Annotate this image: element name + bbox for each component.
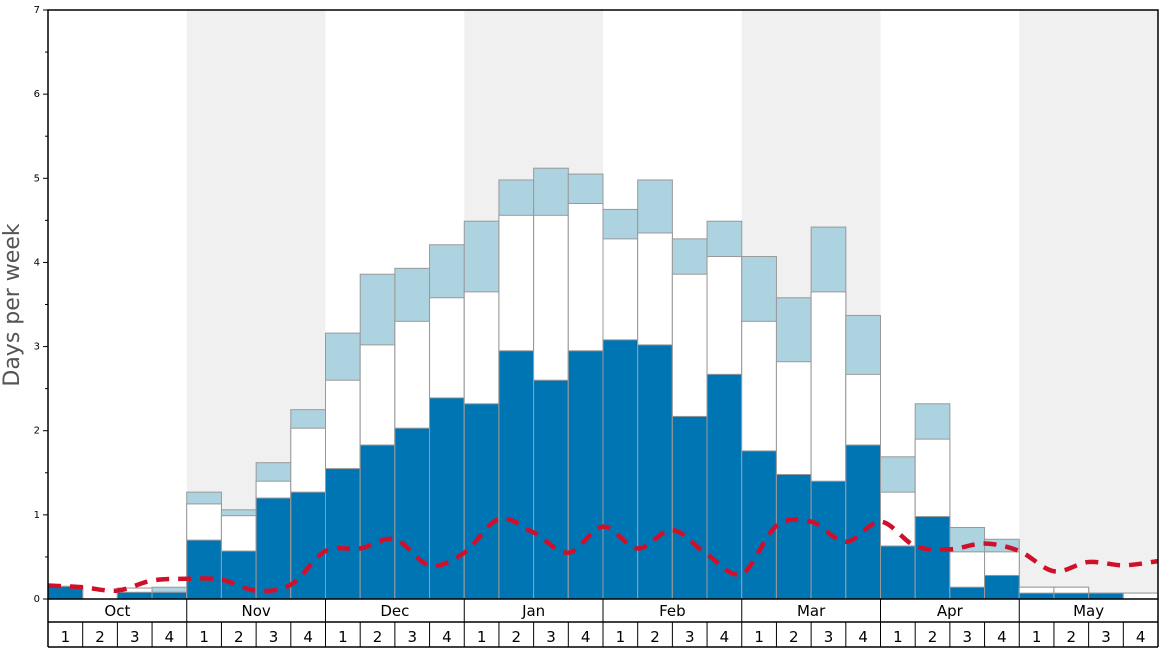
week-label: 4: [1136, 628, 1146, 646]
bar-dark-13: [463, 403, 500, 600]
week-label: 2: [650, 628, 660, 646]
y-axis: 0 1 2 3 4 5 6 7: [34, 5, 48, 605]
y-tick-label: 7: [34, 5, 40, 16]
bar-dark-20: [706, 373, 743, 600]
month-label-dec: Dec: [380, 602, 409, 620]
bar-dark-16: [567, 350, 604, 600]
bar-mid-32: [1122, 592, 1159, 600]
y-tick-label: 4: [34, 257, 40, 268]
bar-dark-18: [637, 344, 673, 600]
week-label: 2: [928, 628, 938, 646]
bar-dark-3: [116, 591, 153, 600]
y-tick-label: 2: [34, 426, 40, 437]
y-tick-label: 0: [34, 594, 40, 605]
month-label-oct: Oct: [104, 602, 130, 620]
week-label: 3: [1101, 628, 1111, 646]
week-label: 2: [512, 628, 522, 646]
week-label: 1: [199, 628, 209, 646]
bar-dark-29: [1018, 592, 1055, 600]
week-label: 3: [130, 628, 140, 646]
bar-dark-9: [325, 468, 361, 600]
week-label: 4: [720, 628, 730, 646]
week-label: 1: [616, 628, 626, 646]
dashed-series-line: [47, 516, 1159, 594]
week-label: 3: [407, 628, 417, 646]
month-label-may: May: [1073, 602, 1104, 620]
bar-dark-15: [533, 379, 569, 600]
week-label: 4: [442, 628, 452, 646]
bar-dark-14: [498, 350, 535, 600]
y-tick-label: 3: [34, 342, 40, 353]
month-label-mar: Mar: [797, 602, 826, 620]
week-label: 3: [269, 628, 279, 646]
x-axis: Oct 1 2 3 4 Nov 1 2 3 4 Dec 1 2 3 4 Jan 1 2 3 4 Feb 1 2 3 4 Mar 1 2…: [47, 599, 1159, 648]
week-label: 4: [858, 628, 868, 646]
bar-dark-11: [394, 427, 431, 600]
week-label: 3: [824, 628, 834, 646]
week-label: 1: [754, 628, 764, 646]
week-label: 3: [546, 628, 556, 646]
week-label: 3: [685, 628, 695, 646]
bars: [47, 167, 1159, 600]
week-label: 2: [1067, 628, 1077, 646]
bar-dark-24: [845, 444, 881, 600]
bar-dark-12: [429, 397, 465, 600]
week-label: 4: [997, 628, 1007, 646]
week-label: 1: [1032, 628, 1042, 646]
month-label-apr: Apr: [937, 602, 964, 620]
bar-dark-26: [914, 516, 951, 600]
month-label-nov: Nov: [241, 602, 270, 620]
month-label-feb: Feb: [659, 602, 686, 620]
y-tick-label: 6: [34, 89, 40, 100]
bar-dark-28: [984, 574, 1020, 600]
bar-dark-5: [186, 539, 222, 600]
bar-dark-31: [1088, 592, 1124, 600]
week-label: 3: [962, 628, 972, 646]
y-tick-label: 1: [34, 510, 40, 521]
bar-dark-22: [775, 473, 812, 600]
dashed-line-layer: [47, 516, 1159, 594]
bar-dark-21: [741, 450, 777, 600]
week-label: 2: [373, 628, 383, 646]
bar-dark-19: [671, 415, 708, 600]
bar-dark-23: [810, 480, 847, 600]
month-band-may: [1019, 10, 1158, 599]
week-label: 2: [789, 628, 799, 646]
week-label: 1: [477, 628, 487, 646]
week-label: 1: [338, 628, 348, 646]
bar-dark-10: [359, 444, 396, 600]
y-axis-label: Days per week: [0, 223, 25, 386]
y-tick-label: 5: [34, 173, 40, 184]
bar-dark-30: [1053, 592, 1090, 600]
bar-dark-25: [880, 545, 916, 600]
week-label: 4: [303, 628, 313, 646]
month-label-jan: Jan: [521, 602, 545, 620]
week-label: 2: [234, 628, 244, 646]
week-label: 1: [893, 628, 903, 646]
bar-dark-4: [151, 591, 188, 600]
bar-dark-17: [602, 339, 639, 600]
bar-dark-27: [949, 586, 986, 600]
week-label: 4: [165, 628, 175, 646]
bar-dark-7: [255, 497, 292, 600]
week-label: 2: [95, 628, 105, 646]
week-label: 1: [61, 628, 71, 646]
plot-frame: [47, 9, 1159, 600]
week-label: 4: [581, 628, 591, 646]
